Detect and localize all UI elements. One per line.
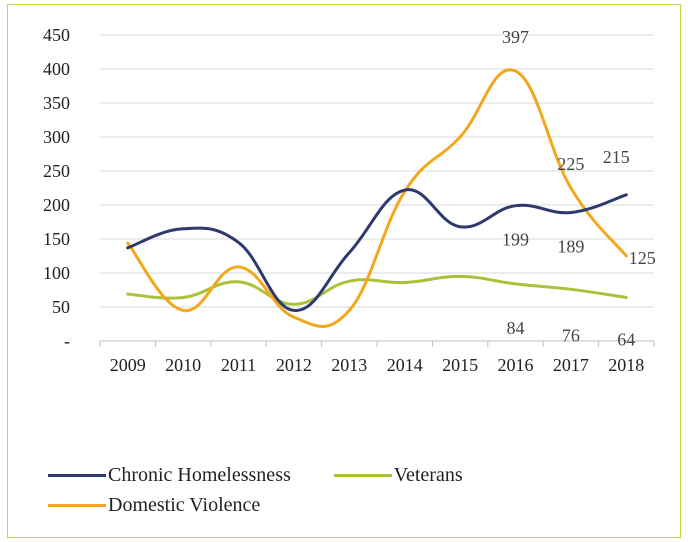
data-label-domestic-violence: 125 (629, 248, 656, 268)
x-tick-label: 2015 (442, 355, 478, 375)
legend-label-chronic-homelessness: Chronic Homelessness (108, 464, 291, 486)
x-tick-label: 2013 (331, 355, 367, 375)
x-tick-label: 2011 (221, 355, 256, 375)
data-label-chronic-homelessness: 189 (557, 236, 584, 256)
data-label-veterans: 76 (562, 325, 580, 345)
x-tick-label: 2014 (387, 355, 423, 375)
data-label-veterans: 84 (507, 318, 525, 338)
data-label-veterans: 64 (617, 329, 635, 349)
data-label-chronic-homelessness: 199 (502, 230, 529, 250)
x-tick-label: 2017 (553, 355, 589, 375)
legend-swatch-domestic-violence (48, 504, 106, 507)
y-tick-label: 50 (52, 297, 70, 317)
y-tick-label: - (64, 331, 70, 351)
legend: Chronic Homelessness Veterans Domestic V… (48, 460, 648, 520)
y-tick-label: 250 (43, 161, 70, 181)
legend-swatch-veterans (333, 474, 392, 477)
y-tick-label: 200 (43, 195, 70, 215)
data-label-domestic-violence: 225 (557, 154, 584, 174)
y-tick-label: 350 (43, 93, 70, 113)
data-label-domestic-violence: 397 (502, 27, 529, 47)
data-label-chronic-homelessness: 215 (603, 147, 630, 167)
series-line-domestic-violence (126, 68, 628, 328)
legend-label-domestic-violence: Domestic Violence (108, 494, 261, 516)
legend-item-chronic-homelessness: Chronic Homelessness (48, 461, 291, 491)
x-tick-label: 2016 (498, 355, 534, 375)
y-tick-label: 100 (43, 263, 70, 283)
x-tick-label: 2010 (165, 355, 201, 375)
legend-item-domestic-violence: Domestic Violence (48, 491, 260, 521)
x-tick-label: 2009 (110, 355, 146, 375)
series-line-chronic-homelessness (126, 188, 628, 312)
y-tick-label: 150 (43, 229, 70, 249)
line-chart: - 50 100 150 200 250 300 350 400 450 2009 2010 2011 2… (43, 25, 656, 375)
y-tick-label: 300 (43, 127, 70, 147)
y-tick-label: 450 (43, 25, 70, 45)
chart-frame: - 50 100 150 200 250 300 350 400 450 2009 2010 2011 2… (7, 4, 681, 538)
legend-swatch-chronic-homelessness (48, 474, 106, 477)
legend-item-veterans: Veterans (333, 461, 463, 491)
x-tick-label: 2012 (276, 355, 312, 375)
legend-label-veterans: Veterans (393, 464, 463, 486)
x-tick-label: 2018 (608, 355, 644, 375)
y-tick-label: 400 (43, 59, 70, 79)
